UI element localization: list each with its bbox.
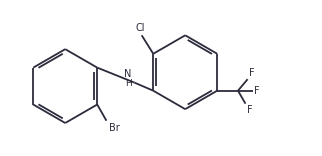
- Text: F: F: [247, 105, 252, 115]
- Text: H: H: [125, 79, 131, 88]
- Text: F: F: [249, 68, 254, 78]
- Text: F: F: [254, 86, 260, 96]
- Text: N: N: [124, 69, 132, 79]
- Text: Br: Br: [109, 123, 119, 134]
- Text: Cl: Cl: [136, 23, 145, 34]
